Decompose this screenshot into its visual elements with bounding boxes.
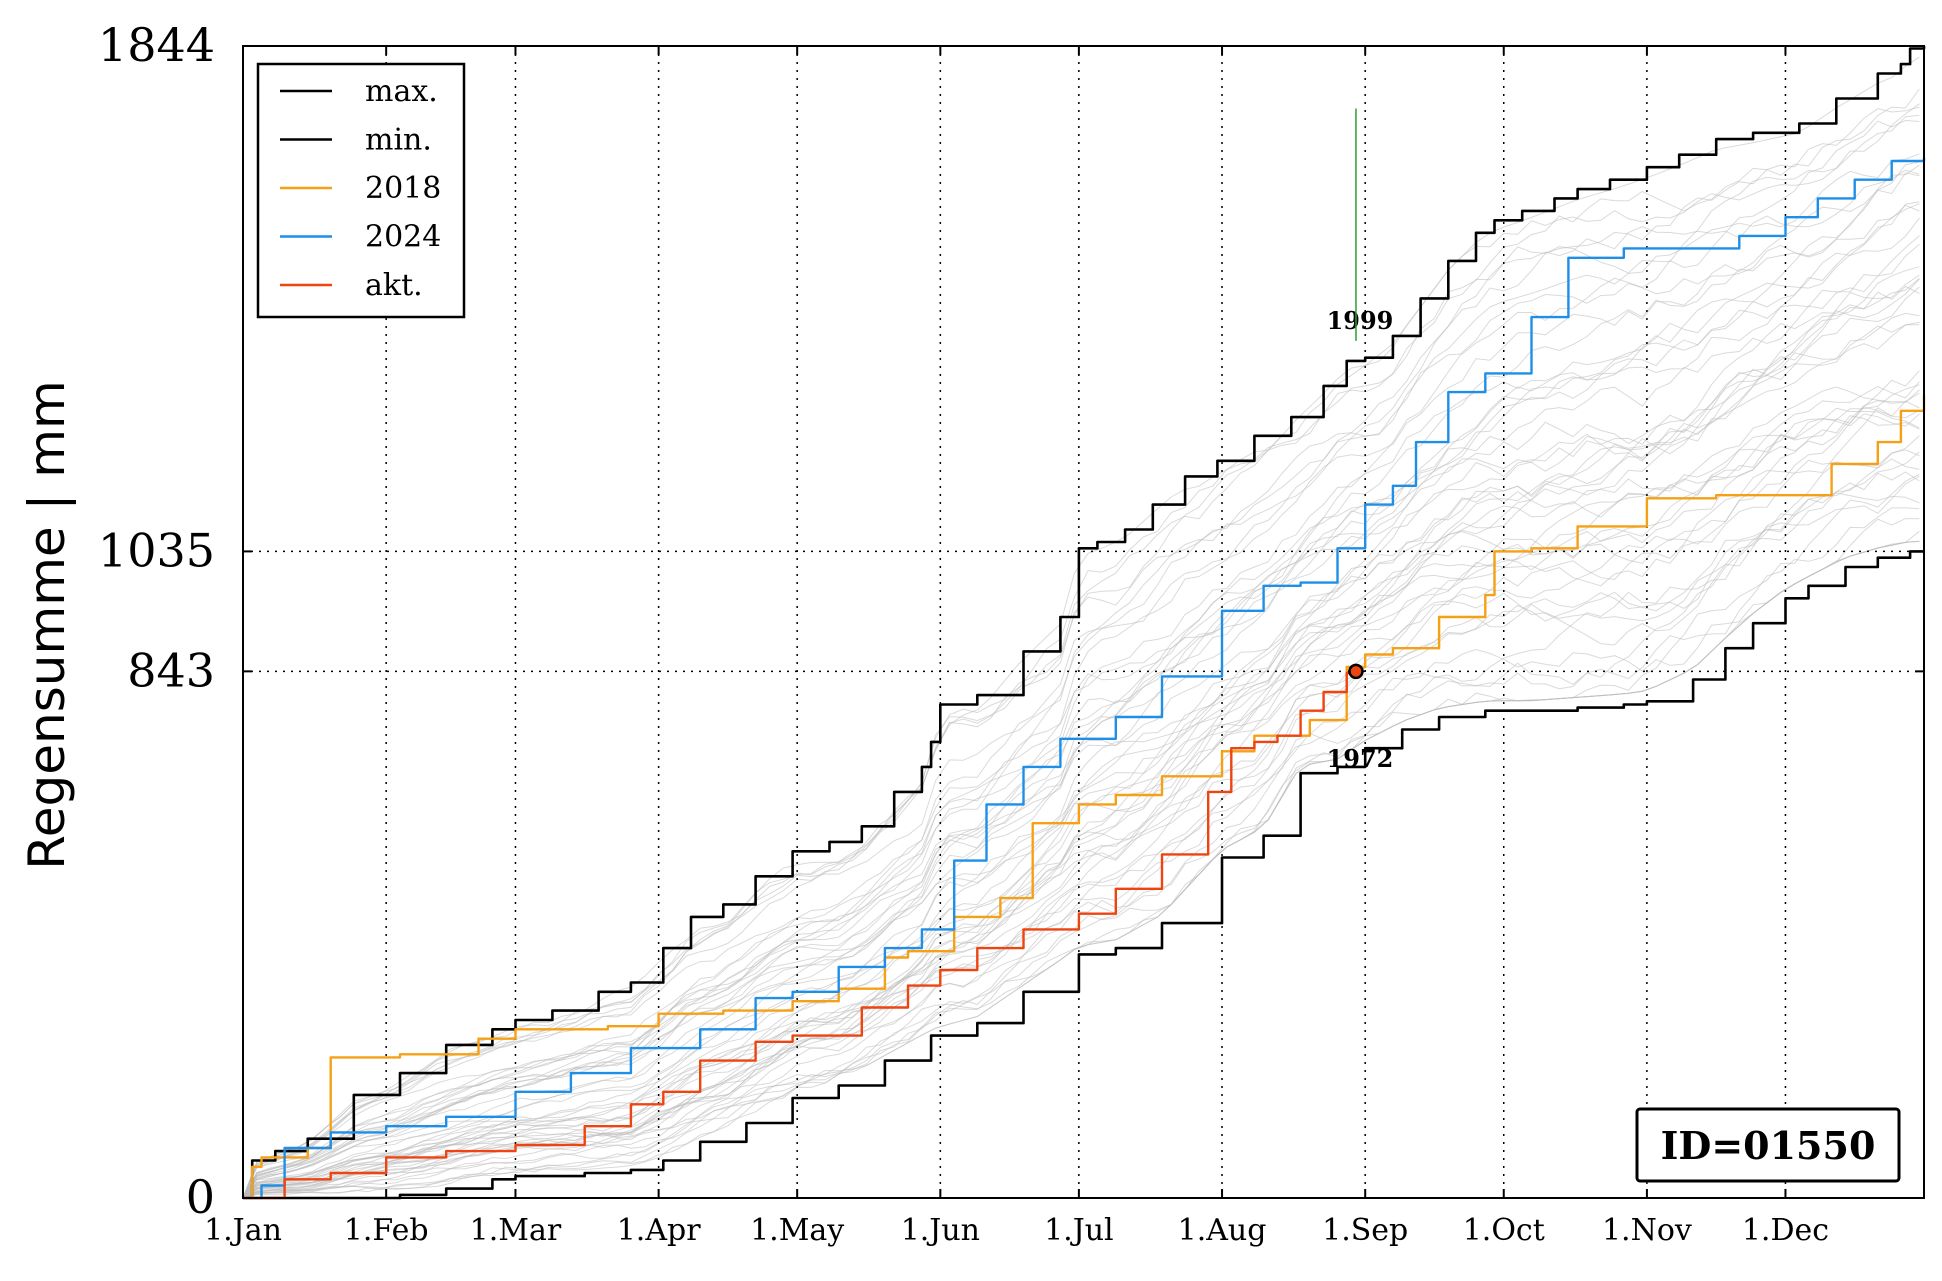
background-year-line [242, 286, 1920, 1199]
background-years-group [242, 56, 1920, 1199]
plot-frame [242, 45, 1925, 1199]
background-year-line [242, 449, 1920, 1199]
x-tick-label: 1.Oct [1463, 1213, 1545, 1248]
background-year-line [242, 540, 1920, 1199]
background-year-line [242, 435, 1920, 1199]
x-tick-label: 1.Jun [901, 1213, 980, 1248]
x-tick-label: 1.Sep [1322, 1213, 1408, 1248]
background-year-line [242, 153, 1920, 1199]
legend-label: 2024 [365, 220, 441, 255]
background-year-line [242, 475, 1920, 1199]
series-line-akt [243, 671, 1358, 1200]
background-year-line [242, 114, 1920, 1199]
background-year-line [242, 235, 1920, 1199]
max-year-label: 1999 [1327, 306, 1394, 335]
current-value-marker [1348, 663, 1364, 680]
background-year-line [242, 370, 1920, 1199]
station-id-label: ID=01550 [1661, 1123, 1876, 1168]
series-line-max [243, 46, 1926, 1200]
background-year-line [242, 400, 1920, 1199]
legend: max. min. 2018 2024 akt. [256, 62, 466, 319]
x-tick-label: 1.Apr [617, 1213, 701, 1248]
x-tick-label: 1.May [750, 1213, 844, 1248]
y-axis-title: Regensumme | mm [18, 380, 76, 869]
background-year-line [242, 321, 1920, 1199]
x-tick-label: 1.Dec [1742, 1213, 1829, 1248]
series-line-min [243, 550, 1924, 1200]
series-lines-group [243, 46, 1926, 1200]
background-year-line [242, 407, 1920, 1199]
background-year-line [242, 172, 1920, 1199]
x-tick-label: 1.Mar [470, 1213, 562, 1248]
background-year-line [242, 386, 1920, 1199]
y-tick-label: 843 [127, 643, 215, 697]
series-line-2018 [243, 395, 1926, 1200]
y-tick-label: 1844 [98, 18, 215, 72]
background-year-line [242, 217, 1920, 1199]
series-line-2024 [243, 157, 1926, 1200]
min-year-label: 1972 [1327, 744, 1394, 773]
background-year-line [242, 274, 1920, 1199]
legend-label: min. [365, 123, 432, 158]
background-year-line [242, 161, 1920, 1199]
y-tick-label: 0 [186, 1170, 215, 1224]
background-year-line [242, 473, 1920, 1199]
y-tick-label: 1035 [98, 523, 215, 577]
legend-label: akt. [365, 268, 423, 303]
legend-frame [256, 62, 466, 319]
background-year-line [242, 169, 1920, 1199]
background-year-line [242, 415, 1920, 1199]
background-year-line [242, 88, 1920, 1199]
background-year-line [242, 119, 1920, 1199]
x-tick-label: 1.Aug [1178, 1213, 1267, 1248]
x-tick-label: 1.Jul [1044, 1213, 1114, 1248]
x-tick-label: 1.Nov [1602, 1213, 1692, 1248]
x-tick-label: 1.Jan [204, 1213, 282, 1248]
station-id-box: ID=01550 [1635, 1107, 1901, 1183]
background-year-line [242, 384, 1920, 1199]
x-tick-label: 1.Feb [344, 1213, 429, 1248]
legend-label: 2018 [365, 171, 441, 206]
background-year-line [242, 266, 1920, 1199]
background-year-line [242, 277, 1920, 1199]
station-id-frame [1635, 1107, 1901, 1183]
background-year-line [242, 381, 1920, 1199]
axes-group: 1.Jan 1.Feb 1.Mar 1.Apr 1.May 1.Jun 1.Jul 1.Aug… [98, 18, 1924, 1248]
annotations-group: 1999 1972 [1327, 108, 1394, 773]
legend-label: max. [365, 74, 438, 109]
